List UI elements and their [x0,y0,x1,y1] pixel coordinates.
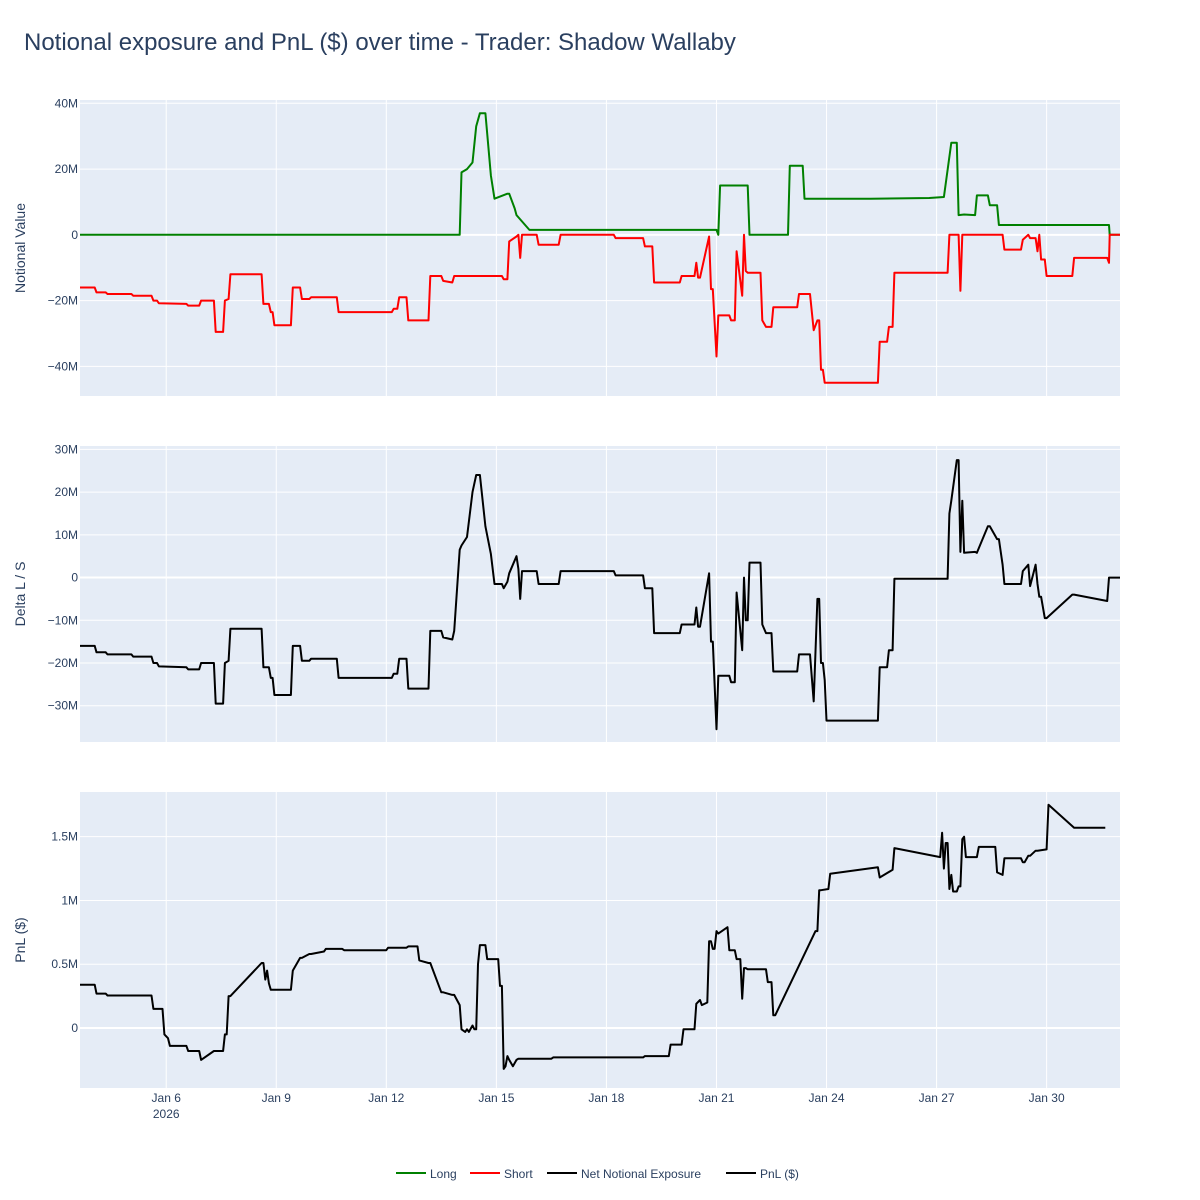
x-tick-label: Jan 21 [698,1091,734,1105]
y-axis-title: Delta L / S [12,562,28,627]
x-tick-label: Jan 30 [1029,1091,1065,1105]
y-tick-label: 0 [71,228,78,242]
panel-3: Jan 6 Jan 9 Jan 12 Jan 15 Jan 18 Jan 21 Jan 24… [12,792,1120,1121]
y-tick-label: 20M [55,162,78,176]
chart-title: Notional exposure and PnL ($) over time … [24,29,736,56]
x-tick-label: Jan 9 [262,1091,292,1105]
legend-label: Short [504,1167,533,1181]
series-line-net-notional-exposure [80,459,1120,731]
x-tick-label: Jan 12 [368,1091,404,1105]
y-tick-label: −10M [48,613,78,627]
x-year-label: 2026 [153,1107,180,1121]
legend-label: PnL ($) [760,1167,799,1181]
y-tick-label: −20M [48,656,78,670]
x-tick-label: Jan 27 [919,1091,955,1105]
series-line-long [80,112,1120,236]
chart-panels: −40M −20M 0 20M 40M Notional Value −30M −20M −10… [12,96,1120,1121]
panel-2: −30M −20M −10M 0 10M 20M 30M Delta L / S [12,442,1120,742]
x-tick-label: Jan 18 [588,1091,624,1105]
plot-area [80,446,1120,742]
chart-legend[interactable]: Long Short Net Notional Exposure PnL ($) [396,1167,799,1181]
legend-item-long[interactable]: Long [396,1167,457,1181]
series-line-short [80,233,1120,384]
y-axis-title: PnL ($) [12,917,28,962]
x-tick-label: Jan 24 [809,1091,845,1105]
y-tick-label: 20M [55,485,78,499]
x-tick-label: Jan 6 [152,1091,182,1105]
series-line-pnl [80,803,1106,1070]
panel-1: −40M −20M 0 20M 40M Notional Value [12,96,1120,396]
legend-item-pnl[interactable]: PnL ($) [726,1167,799,1181]
x-tick-label: Jan 15 [478,1091,514,1105]
y-tick-label: 10M [55,528,78,542]
plot-area [80,792,1120,1088]
y-tick-label: 1M [61,893,78,907]
y-tick-label: 0 [71,1021,78,1035]
y-tick-label: −40M [48,359,78,373]
plot-area [80,100,1120,396]
legend-item-short[interactable]: Short [470,1167,533,1181]
legend-label: Net Notional Exposure [581,1167,701,1181]
y-tick-label: 0 [71,571,78,585]
y-tick-label: 40M [55,96,78,110]
y-tick-label: 0.5M [51,957,78,971]
y-tick-label: 1.5M [51,830,78,844]
y-tick-label: 30M [55,442,78,456]
y-tick-label: −20M [48,294,78,308]
y-tick-label: −30M [48,699,78,713]
legend-item-net-notional-exposure[interactable]: Net Notional Exposure [547,1167,701,1181]
legend-label: Long [430,1167,457,1181]
y-axis-title: Notional Value [12,203,28,293]
